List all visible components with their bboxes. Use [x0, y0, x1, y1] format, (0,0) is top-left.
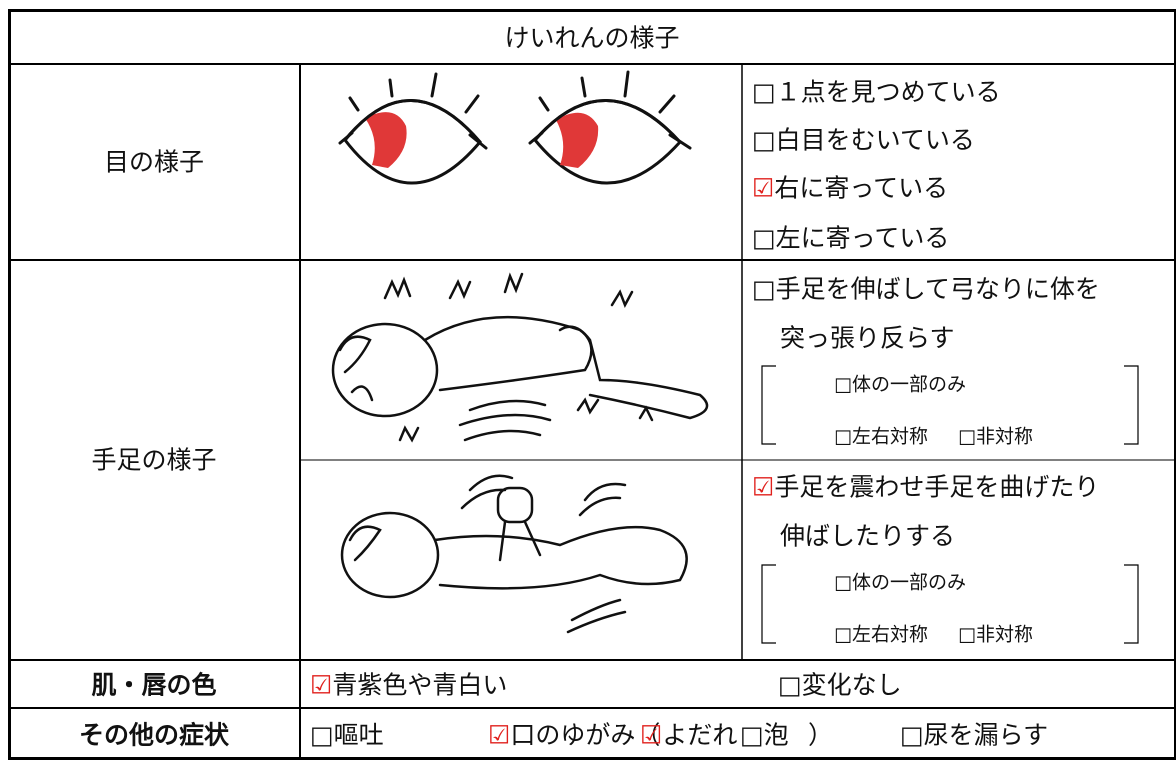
eyes-illustration [338, 70, 692, 185]
option-label: 青紫色や青白い [332, 670, 508, 700]
checkbox: □ [740, 720, 764, 750]
row-label: その他の症状 [78, 720, 230, 750]
checkbox: ☑ [310, 670, 333, 700]
checkbox-option: □泡 [740, 723, 789, 748]
option-label: 非対称 [975, 425, 1033, 448]
option-label: 左右対称 [851, 425, 928, 448]
checkbox: □ [834, 373, 852, 396]
option-label: 尿を漏らす [923, 720, 1049, 750]
checkbox-option: ☑右に寄っている [752, 176, 948, 201]
checkbox-option: ☑手足を震わせ手足を曲げたり [752, 475, 1099, 500]
checkbox: ☑ [640, 720, 663, 750]
option-label: 口のゆがみ（ [510, 720, 661, 750]
checkbox: ☑ [752, 472, 775, 502]
option-label: 左右対称 [851, 623, 928, 646]
option-label: 泡 [763, 720, 789, 750]
checkbox: □ [752, 223, 776, 253]
checkbox-option: □左に寄っている [752, 226, 949, 251]
option-label: 手足を震わせ手足を曲げたり [774, 472, 1100, 502]
checkbox-option: □手足を伸ばして弓なりに体を [752, 277, 1100, 302]
option-label: 体の一部のみ [851, 571, 966, 594]
row-label: 肌・唇の色 [91, 670, 217, 700]
checkbox: □ [958, 425, 976, 448]
option-label: 変化なし [801, 670, 902, 700]
checkbox-option: □左右対称 [834, 425, 928, 448]
row-label: 手足の様子 [91, 445, 217, 475]
option-label: 手足を伸ばして弓なりに体を [775, 274, 1100, 304]
checkbox: ☑ [752, 173, 775, 203]
checkbox: □ [834, 623, 852, 646]
option-label: よだれ [662, 720, 738, 750]
row-label: 目の様子 [103, 147, 205, 177]
checkbox-option: ☑よだれ [640, 723, 737, 748]
checkbox: ☑ [488, 720, 511, 750]
checkbox: □ [958, 623, 976, 646]
option-label-continued: 突っ張り反らす [780, 323, 955, 353]
option-label-continued: 伸ばしたりする [780, 521, 956, 551]
checkbox-option: □嘔吐 [310, 723, 384, 748]
option-label: 右に寄っている [774, 173, 949, 203]
closing-paren: ） [808, 720, 834, 750]
checkbox: □ [310, 720, 334, 750]
checkbox-option: ☑口のゆがみ（ [488, 723, 660, 748]
table-title: けいれんの様子 [504, 23, 680, 53]
checkbox-option: □非対称 [958, 623, 1033, 646]
option-label: 左に寄っている [775, 223, 950, 253]
option-label: 嘔吐 [333, 720, 384, 750]
checkbox: □ [834, 571, 852, 594]
checkbox-option: □変化なし [778, 673, 902, 698]
option-label: 非対称 [975, 623, 1033, 646]
shaking-body-illustration [340, 474, 688, 634]
checkbox: □ [752, 274, 776, 304]
checkbox-option: □体の一部のみ [834, 373, 966, 396]
option-label: 体の一部のみ [851, 373, 966, 396]
checkbox: □ [834, 425, 852, 448]
checkbox-option: □１点を見つめている [752, 80, 1001, 105]
checkbox: □ [752, 77, 776, 107]
checkbox-option: ☑青紫色や青白い [310, 673, 507, 698]
option-label: １点を見つめている [775, 77, 1001, 107]
checkbox-option: □尿を漏らす [900, 723, 1048, 748]
checkbox-option: □非対称 [958, 425, 1033, 448]
checkbox: □ [752, 125, 776, 155]
checkbox-option: □体の一部のみ [834, 571, 966, 594]
arched-body-illustration [331, 272, 709, 443]
option-label: 白目をむいている [775, 125, 975, 155]
checkbox: □ [900, 720, 924, 750]
checkbox-option: □左右対称 [834, 623, 928, 646]
checkbox: □ [778, 670, 802, 700]
checkbox-option: □白目をむいている [752, 128, 975, 153]
